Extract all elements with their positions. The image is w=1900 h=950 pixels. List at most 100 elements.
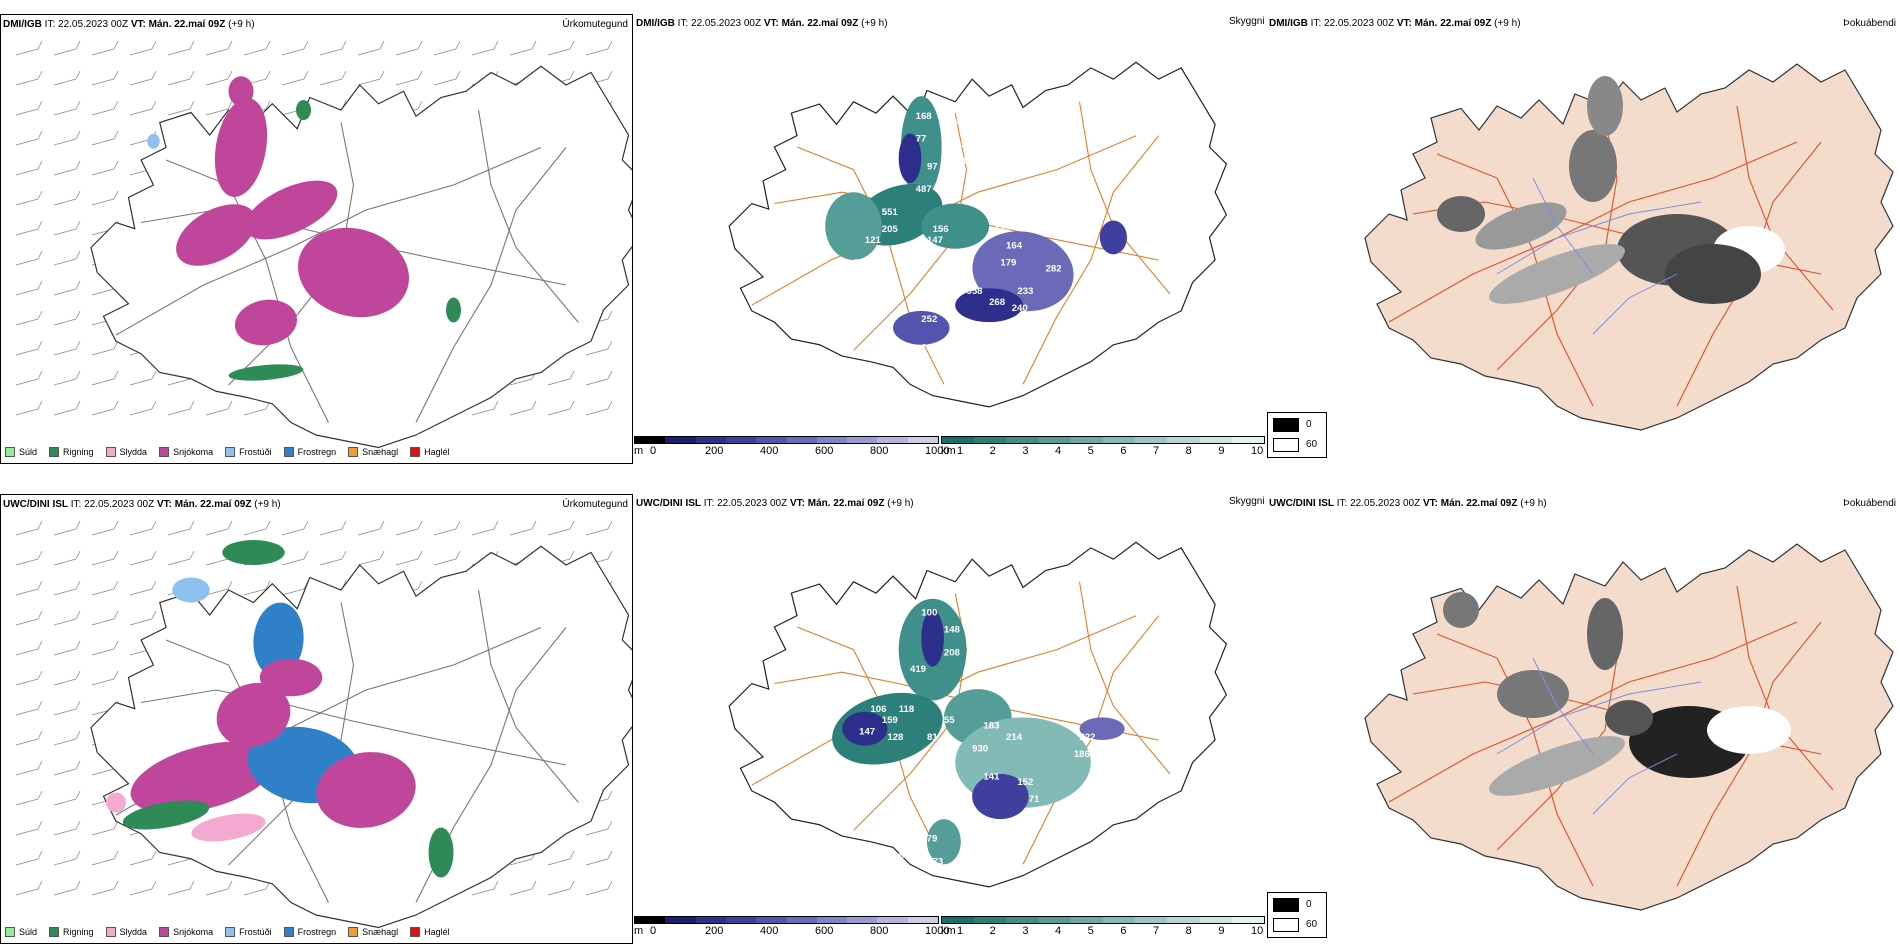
colorbar-tick: 200 <box>705 925 724 937</box>
colorbar <box>941 916 1265 924</box>
visibility-value-label: 193 <box>944 179 960 190</box>
colorbar-tick: 1 <box>957 445 964 457</box>
colorbar-tick: 3 <box>1022 445 1029 457</box>
visibility-value-label: 551 <box>882 207 899 218</box>
visibility-value-label: 240 <box>1012 303 1028 314</box>
model-name: DMI/IGB <box>1269 18 1308 29</box>
valid-time: Mán. 22.maí 09Z <box>1440 498 1518 509</box>
legend-label: Snæhagl <box>362 447 399 457</box>
colorbar-tick: 0 <box>650 445 657 457</box>
lead-offset: (+9 h) <box>887 498 914 509</box>
visibility-value-label: 142 <box>995 224 1011 235</box>
lead-offset: (+9 h) <box>1520 498 1547 509</box>
visibility-value-label: 364 <box>944 116 961 127</box>
valid-label: VT: <box>156 499 172 510</box>
legend-label: Rigning <box>63 447 94 457</box>
precip-legend-item: Haglél <box>410 927 450 937</box>
colorbar-tick: 9 <box>1218 925 1225 937</box>
panel-header-row2-a: UWC/DINI ISL IT: 22.05.2023 00Z VT: Mán.… <box>3 499 281 510</box>
fog-map-row1 <box>1364 63 1894 431</box>
lead-offset: (+9 h) <box>861 18 888 29</box>
legend-label: Súld <box>19 927 38 937</box>
legend-label: Frostúði <box>239 927 272 937</box>
visibility-value-label: 108 <box>910 297 927 308</box>
valid-time: Mán. 22.maí 09Z <box>807 498 885 509</box>
valid-time: Mán. 22.maí 09Z <box>781 18 859 29</box>
colorbar-tick: 600 <box>815 925 834 937</box>
visibility-panel-row1: 168 364 77 21 97 380 193 487 551 205 156 147 121 22 14… <box>634 14 1266 464</box>
colorbar-tick: 7 <box>1153 925 1160 937</box>
panel-title-fog: Þokuábendi <box>1843 18 1896 29</box>
panel-title-fog: Þokuábendi <box>1843 498 1896 509</box>
visibility-value-label: 205 <box>882 224 899 235</box>
visibility-panel-row2: 100 148 208 419 106 118 159 147 128 55 81 183 214 930… <box>634 494 1266 944</box>
visibility-value-label: 147 <box>859 726 875 737</box>
visibility-value-label: 88 <box>899 851 910 862</box>
valid-label: VT: <box>763 18 779 29</box>
precip-legend-item: Haglél <box>410 447 450 457</box>
valid-label: VT: <box>789 498 805 509</box>
legend-swatch <box>225 447 236 457</box>
legend-swatch <box>49 447 60 457</box>
precip-legend-item: Súld <box>5 927 37 937</box>
legend-swatch <box>159 447 170 457</box>
colorbar-tick: 0 <box>650 925 657 937</box>
legend-swatch <box>410 447 421 457</box>
legend-swatch <box>159 927 170 937</box>
panel-title-precip-type: Úrkomutegund <box>562 19 628 30</box>
colorbar-tick: 10 <box>1251 925 1264 937</box>
visibility-value-label: 419 <box>910 664 926 675</box>
colorbar-tick: 1000 <box>925 925 950 937</box>
legend-label: Frostregn <box>297 447 337 457</box>
init-time: IT: 22.05.2023 00Z <box>677 18 762 29</box>
legend-label: Rigning <box>63 927 94 937</box>
visibility-value-label: 81 <box>927 732 938 743</box>
legend-label: Slydda <box>119 447 148 457</box>
colorbar-tick: 800 <box>870 925 889 937</box>
fog-label: 0 <box>1306 899 1312 910</box>
precip-legend-item: Snjókoma <box>159 447 213 457</box>
legend-swatch <box>5 447 15 457</box>
fog-swatch <box>1273 918 1299 932</box>
colorbar-tick: 9 <box>1218 445 1225 457</box>
fog-label: 60 <box>1306 439 1318 450</box>
legend-label: Súld <box>19 447 38 457</box>
visibility-value-label: 239 <box>1091 263 1107 274</box>
panel-title-precip-type: Úrkomutegund <box>562 499 628 510</box>
colorbar <box>634 436 939 444</box>
legend-label: Haglél <box>424 447 450 457</box>
visibility-value-label: 268 <box>989 297 1006 308</box>
visibility-value-label: 121 <box>865 235 882 246</box>
visibility-value-label: 179 <box>1000 258 1016 269</box>
panel-header-row1-b: DMI/IGB IT: 22.05.2023 00Z VT: Mán. 22.m… <box>636 18 888 29</box>
legend-swatch <box>410 927 421 937</box>
visibility-value-label: 380 <box>961 156 977 167</box>
colorbar-tick: 400 <box>760 925 779 937</box>
visibility-value-label: 487 <box>916 184 932 195</box>
precip-legend-item: Snjókoma <box>159 927 213 937</box>
colorbar-tick: 2 <box>989 445 996 457</box>
legend-swatch <box>348 447 359 457</box>
legend-swatch <box>283 927 294 937</box>
colorbar-tick: 6 <box>1120 925 1127 937</box>
panel-header-row1-c: DMI/IGB IT: 22.05.2023 00Z VT: Mán. 22.m… <box>1269 18 1521 29</box>
precip-type-panel-row1: DMI/IGB IT: 22.05.2023 00Z VT: Mán. 22.m… <box>0 14 633 464</box>
valid-time: Mán. 22.maí 09Z <box>148 19 226 30</box>
visibility-value-label: 958 <box>967 286 984 297</box>
visibility-value-label: 279 <box>921 834 937 845</box>
visibility-value-label: 265 <box>854 269 871 280</box>
lead-offset: (+9 h) <box>1494 18 1521 29</box>
model-name: UWC/DINI ISL <box>636 498 701 509</box>
precip-legend-item: Snæhagl <box>348 927 398 937</box>
visibility-value-label: 106 <box>870 704 886 715</box>
legend-swatch <box>283 447 294 457</box>
colorbar-unit: m <box>634 445 644 457</box>
visibility-value-label: 147 <box>927 235 943 246</box>
precip-legend-row2: Súld Rigning Slydda Snjókoma Frostúði Frostre… <box>5 927 450 937</box>
init-time: IT: 22.05.2023 00Z <box>703 498 788 509</box>
fog-map-row2 <box>1364 543 1894 911</box>
precip-legend-item: Súld <box>5 447 37 457</box>
visibility-value-label: 73 <box>933 856 944 867</box>
visibility-value-label: 22 <box>876 252 887 263</box>
